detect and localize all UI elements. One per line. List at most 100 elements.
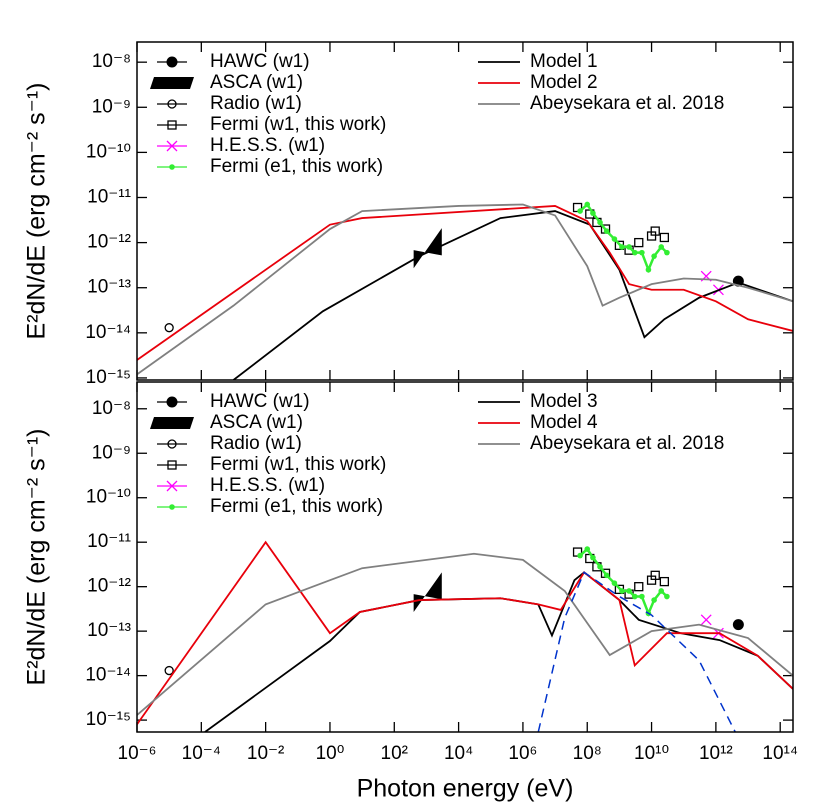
legend-marker: [150, 417, 194, 429]
y-tick-label: 10⁻¹⁵: [86, 709, 131, 730]
plot-frame: [136, 381, 794, 733]
data-point: [611, 236, 618, 242]
y-tick-label: 10⁻¹²: [87, 576, 131, 597]
legend-label: Fermi (w1, this work): [210, 454, 386, 475]
legend-label: H.E.S.S. (w1): [210, 475, 325, 496]
data-point: [650, 226, 660, 236]
data-point: [658, 244, 665, 250]
data-point: [577, 208, 583, 214]
data-point: [590, 554, 596, 561]
legend-label: ASCA (w1): [210, 72, 303, 93]
data-point: [634, 582, 644, 592]
y-tick-label: 10⁻¹⁰: [86, 141, 131, 162]
legend-marker: [169, 164, 175, 170]
legend-label: Radio (w1): [210, 433, 302, 454]
y-tick-label: 10⁻¹⁴: [85, 665, 131, 686]
x-tick-label: 10⁶: [508, 743, 537, 764]
y-tick-label: 10⁻⁹: [92, 442, 131, 463]
x-tick-label: 10⁻²: [247, 743, 285, 764]
data-point: [584, 546, 591, 552]
data-point: [597, 563, 603, 570]
x-tick-label: 10¹²: [699, 743, 733, 764]
model-curve: [137, 205, 793, 361]
legend-label: HAWC (w1): [210, 51, 310, 72]
y-tick-label: 10⁻¹³: [87, 620, 131, 641]
y-tick-label: 10⁻⁹: [92, 96, 131, 117]
y-tick-label: 10⁻¹¹: [87, 531, 131, 552]
legend-label: HAWC (w1): [210, 391, 310, 412]
y-tick-label: 10⁻¹⁰: [86, 487, 131, 508]
data-point: [659, 576, 670, 587]
y-tick-label: 10⁻¹⁴: [85, 322, 131, 343]
data-point: [664, 593, 670, 600]
data-point: [603, 572, 610, 579]
legend-label: Abeysekara et al. 2018: [530, 93, 724, 114]
y-tick-label: 10⁻⁸: [92, 51, 131, 72]
y-tick-label: 10⁻¹²: [87, 232, 131, 253]
model-curve: [137, 552, 793, 716]
data-point: [634, 237, 644, 248]
x-tick-label: 10⁻⁶: [118, 743, 157, 764]
legend-marker: [166, 56, 178, 68]
x-tick-label: 10⁸: [573, 743, 602, 764]
data-point: [651, 253, 657, 259]
legend-label: Abeysekara et al. 2018: [530, 433, 724, 454]
y-axis-label: E²dN/dE (erg cm⁻² s⁻¹): [23, 83, 51, 340]
legend-marker: [169, 504, 175, 510]
bowtie: [413, 228, 442, 269]
legend-marker: [167, 120, 177, 130]
legend-label: Fermi (e1, this work): [210, 496, 383, 517]
model-curve: [232, 210, 793, 380]
x-tick-label: 10⁴: [444, 743, 473, 764]
x-tick-label: 10¹⁴: [762, 743, 798, 764]
data-point: [639, 593, 645, 600]
data-point: [619, 588, 625, 594]
bowtie: [413, 572, 442, 612]
data-point: [658, 588, 665, 594]
legend-marker: [166, 140, 178, 152]
legend-label: Model 4: [530, 412, 598, 433]
data-point: [626, 588, 632, 594]
legend-label: Model 1: [530, 51, 598, 72]
data-point: [619, 244, 625, 250]
y-axis-label: E²dN/dE (erg cm⁻² s⁻¹): [23, 429, 51, 686]
plot-frame: [136, 41, 794, 381]
legend-marker: [150, 77, 194, 89]
data-point: [700, 614, 712, 626]
x-tick-label: 10⁰: [316, 743, 345, 764]
y-tick-label: 10⁻⁸: [92, 398, 131, 419]
legend-label: Model 3: [530, 391, 598, 412]
plot-area: [137, 201, 793, 380]
model-curve: [137, 203, 793, 376]
data-point: [590, 210, 596, 216]
legend-marker: [167, 439, 177, 449]
data-point: [651, 597, 657, 603]
x-axis-label: Photon energy (eV): [357, 775, 574, 803]
data-point: [164, 665, 174, 676]
legend-label: Fermi (w1, this work): [210, 114, 386, 135]
data-point: [631, 593, 638, 600]
legend-label: H.E.S.S. (w1): [210, 135, 325, 156]
data-point: [659, 232, 670, 243]
y-tick-label: 10⁻¹⁵: [86, 367, 131, 388]
data-point: [577, 552, 583, 559]
data-point: [597, 219, 603, 226]
x-tick-label: 10¹⁰: [634, 743, 669, 764]
data-point: [626, 244, 632, 250]
model-curve: [137, 540, 793, 725]
data-point: [631, 249, 638, 256]
data-point: [584, 201, 591, 208]
legend-label: Model 2: [530, 72, 598, 93]
data-point: [645, 266, 652, 273]
legend-label: Fermi (e1, this work): [210, 156, 383, 177]
legend-marker: [167, 460, 177, 470]
data-point: [603, 228, 610, 234]
legend-marker: [166, 480, 178, 492]
data-point: [664, 249, 670, 256]
legend-marker: [166, 396, 178, 408]
data-point: [650, 570, 660, 580]
data-point: [639, 249, 645, 256]
legend-label: Radio (w1): [210, 93, 302, 114]
y-tick-label: 10⁻¹¹: [87, 187, 131, 208]
